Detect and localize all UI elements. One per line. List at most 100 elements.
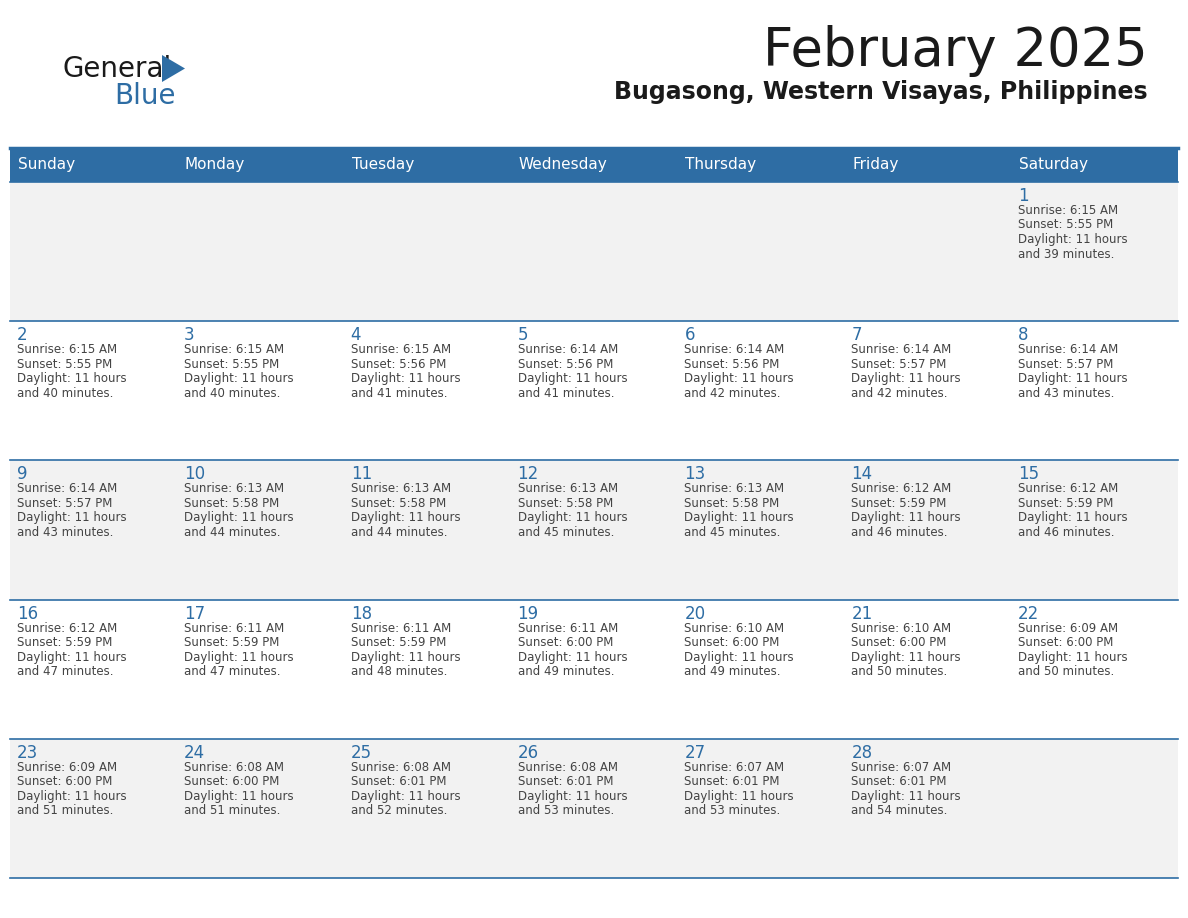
Text: 25: 25 [350, 744, 372, 762]
Text: 9: 9 [17, 465, 27, 484]
Text: and 53 minutes.: and 53 minutes. [518, 804, 614, 817]
Text: Sunrise: 6:12 AM: Sunrise: 6:12 AM [17, 621, 118, 634]
Text: Sunrise: 6:14 AM: Sunrise: 6:14 AM [518, 343, 618, 356]
Text: Daylight: 11 hours: Daylight: 11 hours [1018, 233, 1127, 246]
Text: Sunset: 5:56 PM: Sunset: 5:56 PM [518, 358, 613, 371]
Text: Monday: Monday [185, 158, 245, 173]
Bar [511, 321, 677, 461]
Text: and 46 minutes.: and 46 minutes. [1018, 526, 1114, 539]
Bar [845, 739, 1011, 878]
Text: Sunrise: 6:13 AM: Sunrise: 6:13 AM [184, 482, 284, 496]
Text: 18: 18 [350, 605, 372, 622]
Text: Daylight: 11 hours: Daylight: 11 hours [17, 511, 127, 524]
Text: and 45 minutes.: and 45 minutes. [518, 526, 614, 539]
Bar [845, 321, 1011, 461]
Bar [177, 182, 343, 321]
Text: Sunrise: 6:15 AM: Sunrise: 6:15 AM [17, 343, 118, 356]
Text: 14: 14 [852, 465, 872, 484]
Bar [10, 182, 177, 321]
Bar [1011, 321, 1178, 461]
Text: Sunset: 6:01 PM: Sunset: 6:01 PM [852, 776, 947, 789]
Text: Sunrise: 6:08 AM: Sunrise: 6:08 AM [518, 761, 618, 774]
Bar [845, 461, 1011, 599]
Text: 20: 20 [684, 605, 706, 622]
Text: 4: 4 [350, 326, 361, 344]
Bar [177, 321, 343, 461]
Bar [177, 599, 343, 739]
Text: 21: 21 [852, 605, 872, 622]
Text: 27: 27 [684, 744, 706, 762]
Text: Sunset: 6:00 PM: Sunset: 6:00 PM [184, 776, 279, 789]
Text: Sunset: 6:00 PM: Sunset: 6:00 PM [518, 636, 613, 649]
Bar [1011, 599, 1178, 739]
Text: Daylight: 11 hours: Daylight: 11 hours [852, 789, 961, 803]
Text: Daylight: 11 hours: Daylight: 11 hours [350, 372, 460, 386]
Text: Sunset: 5:58 PM: Sunset: 5:58 PM [350, 497, 446, 509]
Text: Daylight: 11 hours: Daylight: 11 hours [518, 372, 627, 386]
Text: Sunrise: 6:13 AM: Sunrise: 6:13 AM [684, 482, 784, 496]
Text: and 52 minutes.: and 52 minutes. [350, 804, 447, 817]
Text: Blue: Blue [114, 82, 176, 110]
Text: and 51 minutes.: and 51 minutes. [17, 804, 113, 817]
Text: 2: 2 [17, 326, 27, 344]
Bar [1011, 739, 1178, 878]
Text: Daylight: 11 hours: Daylight: 11 hours [518, 789, 627, 803]
Text: General: General [62, 55, 171, 83]
Text: 12: 12 [518, 465, 539, 484]
Text: 16: 16 [17, 605, 38, 622]
Bar [845, 148, 1011, 182]
Text: Sunrise: 6:15 AM: Sunrise: 6:15 AM [1018, 204, 1118, 217]
Bar [343, 321, 511, 461]
Text: and 50 minutes.: and 50 minutes. [852, 666, 948, 678]
Text: Sunrise: 6:10 AM: Sunrise: 6:10 AM [684, 621, 784, 634]
Text: Daylight: 11 hours: Daylight: 11 hours [852, 372, 961, 386]
Text: Sunrise: 6:12 AM: Sunrise: 6:12 AM [852, 482, 952, 496]
Text: and 43 minutes.: and 43 minutes. [1018, 386, 1114, 399]
Text: Sunset: 5:56 PM: Sunset: 5:56 PM [350, 358, 446, 371]
Text: Daylight: 11 hours: Daylight: 11 hours [350, 651, 460, 664]
Text: Sunrise: 6:15 AM: Sunrise: 6:15 AM [350, 343, 450, 356]
Bar [677, 461, 845, 599]
Text: Daylight: 11 hours: Daylight: 11 hours [184, 789, 293, 803]
Text: Sunrise: 6:13 AM: Sunrise: 6:13 AM [350, 482, 450, 496]
Text: Sunrise: 6:15 AM: Sunrise: 6:15 AM [184, 343, 284, 356]
Text: Daylight: 11 hours: Daylight: 11 hours [518, 511, 627, 524]
Text: Sunset: 6:01 PM: Sunset: 6:01 PM [518, 776, 613, 789]
Text: and 42 minutes.: and 42 minutes. [852, 386, 948, 399]
Text: 6: 6 [684, 326, 695, 344]
Text: and 50 minutes.: and 50 minutes. [1018, 666, 1114, 678]
Text: Sunset: 5:59 PM: Sunset: 5:59 PM [1018, 497, 1113, 509]
Text: 13: 13 [684, 465, 706, 484]
Text: Daylight: 11 hours: Daylight: 11 hours [350, 511, 460, 524]
Text: Daylight: 11 hours: Daylight: 11 hours [184, 372, 293, 386]
Text: Daylight: 11 hours: Daylight: 11 hours [184, 651, 293, 664]
Text: 26: 26 [518, 744, 538, 762]
Text: Daylight: 11 hours: Daylight: 11 hours [350, 789, 460, 803]
Text: Daylight: 11 hours: Daylight: 11 hours [518, 651, 627, 664]
Text: 1: 1 [1018, 187, 1029, 205]
Text: and 40 minutes.: and 40 minutes. [184, 386, 280, 399]
Bar [511, 148, 677, 182]
Text: and 45 minutes.: and 45 minutes. [684, 526, 781, 539]
Text: Sunset: 5:59 PM: Sunset: 5:59 PM [350, 636, 446, 649]
Text: 11: 11 [350, 465, 372, 484]
Text: Sunset: 5:57 PM: Sunset: 5:57 PM [852, 358, 947, 371]
Text: Saturday: Saturday [1019, 158, 1088, 173]
Text: Daylight: 11 hours: Daylight: 11 hours [684, 511, 794, 524]
Text: Sunset: 6:00 PM: Sunset: 6:00 PM [684, 636, 779, 649]
Text: 3: 3 [184, 326, 195, 344]
Text: and 41 minutes.: and 41 minutes. [350, 386, 447, 399]
Text: and 49 minutes.: and 49 minutes. [684, 666, 781, 678]
Text: and 54 minutes.: and 54 minutes. [852, 804, 948, 817]
Text: and 47 minutes.: and 47 minutes. [17, 666, 114, 678]
Text: February 2025: February 2025 [763, 25, 1148, 77]
Text: 8: 8 [1018, 326, 1029, 344]
Text: 24: 24 [184, 744, 206, 762]
Text: 5: 5 [518, 326, 529, 344]
Text: Sunset: 5:59 PM: Sunset: 5:59 PM [184, 636, 279, 649]
Text: Sunrise: 6:11 AM: Sunrise: 6:11 AM [518, 621, 618, 634]
Text: Sunset: 5:57 PM: Sunset: 5:57 PM [17, 497, 113, 509]
Text: and 40 minutes.: and 40 minutes. [17, 386, 113, 399]
Bar [1011, 182, 1178, 321]
Text: Sunrise: 6:09 AM: Sunrise: 6:09 AM [17, 761, 118, 774]
